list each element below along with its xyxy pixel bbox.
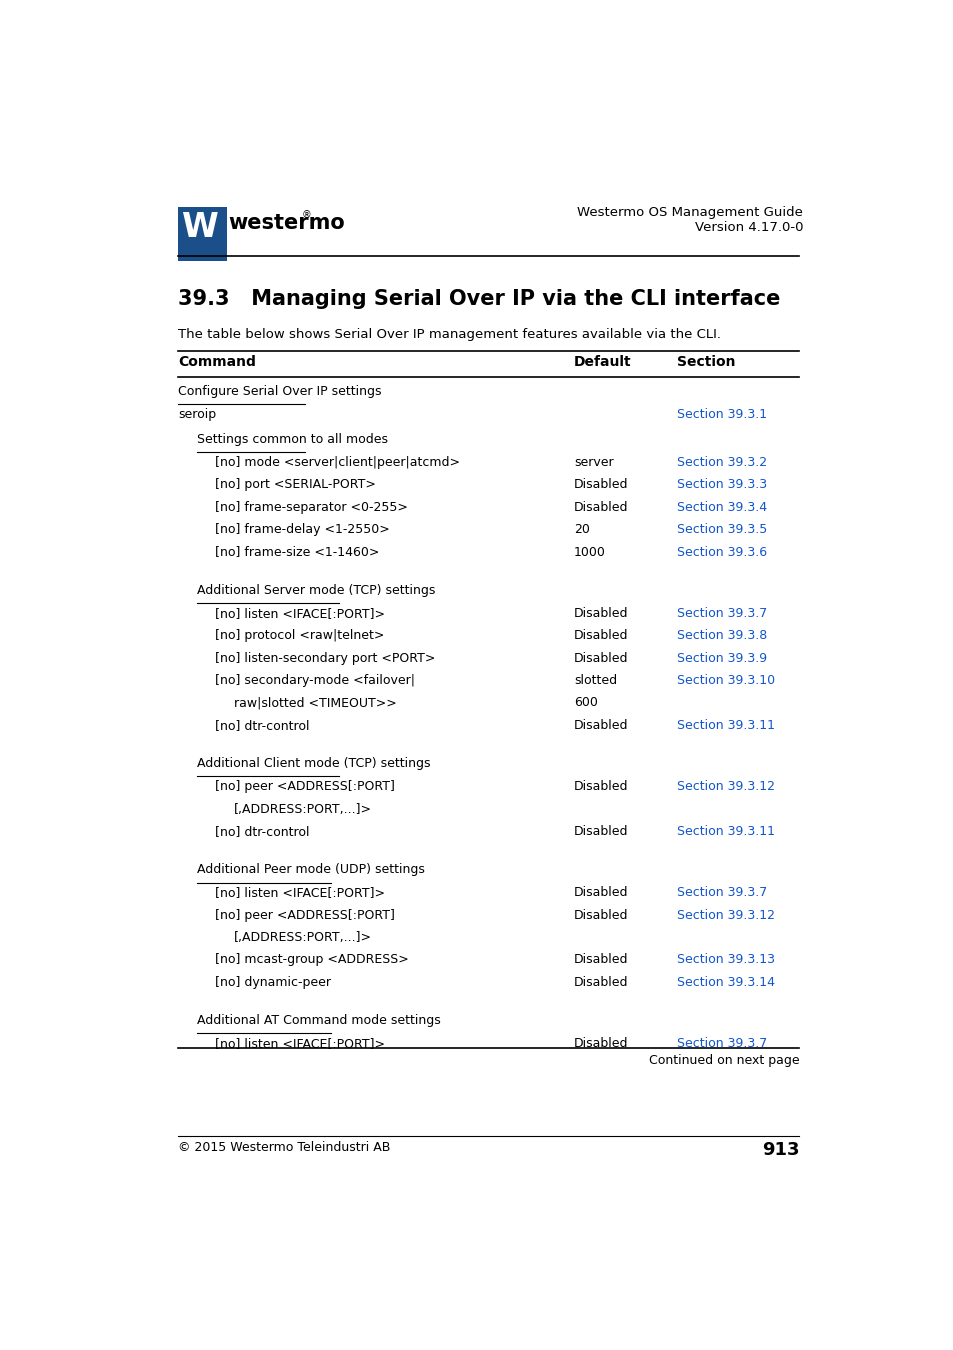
Text: Disabled: Disabled <box>574 976 628 988</box>
Text: ®: ® <box>301 209 311 220</box>
Text: [no] secondary-mode <failover|: [no] secondary-mode <failover| <box>215 674 415 687</box>
Text: [no] protocol <raw|telnet>: [no] protocol <raw|telnet> <box>215 629 384 643</box>
Text: Disabled: Disabled <box>574 909 628 922</box>
Text: [no] dynamic-peer: [no] dynamic-peer <box>215 976 331 988</box>
Text: Disabled: Disabled <box>574 825 628 838</box>
Text: server: server <box>574 456 613 470</box>
Text: Section 39.3.12: Section 39.3.12 <box>677 909 775 922</box>
Text: 20: 20 <box>574 524 589 536</box>
Text: Section 39.3.13: Section 39.3.13 <box>677 953 775 967</box>
Text: Section 39.3.7: Section 39.3.7 <box>677 1037 767 1050</box>
Text: Additional Peer mode (UDP) settings: Additional Peer mode (UDP) settings <box>196 863 424 876</box>
Text: [no] dtr-control: [no] dtr-control <box>215 718 310 732</box>
Text: [no] listen <IFACE[:PORT]>: [no] listen <IFACE[:PORT]> <box>215 608 385 620</box>
Text: Default: Default <box>574 355 631 370</box>
Text: Section 39.3.10: Section 39.3.10 <box>677 674 775 687</box>
Text: [no] listen <IFACE[:PORT]>: [no] listen <IFACE[:PORT]> <box>215 1037 385 1050</box>
Text: [no] mcast-group <ADDRESS>: [no] mcast-group <ADDRESS> <box>215 953 409 967</box>
Text: Section 39.3.2: Section 39.3.2 <box>677 456 767 470</box>
Text: [no] frame-separator <0-255>: [no] frame-separator <0-255> <box>215 501 408 514</box>
Text: [,ADDRESS:PORT,...]>: [,ADDRESS:PORT,...]> <box>233 802 372 815</box>
Text: Settings common to all modes: Settings common to all modes <box>196 432 388 446</box>
Text: Continued on next page: Continued on next page <box>648 1053 799 1066</box>
Text: Disabled: Disabled <box>574 501 628 514</box>
Text: Westermo OS Management Guide: Westermo OS Management Guide <box>577 205 802 219</box>
Text: © 2015 Westermo Teleindustri AB: © 2015 Westermo Teleindustri AB <box>178 1141 391 1154</box>
Text: 600: 600 <box>574 697 598 709</box>
Text: Additional Server mode (TCP) settings: Additional Server mode (TCP) settings <box>196 583 435 597</box>
Text: Disabled: Disabled <box>574 887 628 899</box>
Text: [no] dtr-control: [no] dtr-control <box>215 825 310 838</box>
Text: Disabled: Disabled <box>574 608 628 620</box>
Text: slotted: slotted <box>574 674 617 687</box>
Text: Section 39.3.7: Section 39.3.7 <box>677 608 767 620</box>
Text: Section 39.3.5: Section 39.3.5 <box>677 524 767 536</box>
Text: Section 39.3.11: Section 39.3.11 <box>677 718 775 732</box>
Text: [no] peer <ADDRESS[:PORT]: [no] peer <ADDRESS[:PORT] <box>215 780 395 794</box>
Text: [,ADDRESS:PORT,...]>: [,ADDRESS:PORT,...]> <box>233 931 372 944</box>
Text: Section 39.3.8: Section 39.3.8 <box>677 629 767 643</box>
Text: seroip: seroip <box>178 408 216 421</box>
Text: 913: 913 <box>761 1141 799 1160</box>
Text: 39.3   Managing Serial Over IP via the CLI interface: 39.3 Managing Serial Over IP via the CLI… <box>178 289 780 309</box>
Text: [no] port <SERIAL-PORT>: [no] port <SERIAL-PORT> <box>215 478 375 491</box>
Text: [no] peer <ADDRESS[:PORT]: [no] peer <ADDRESS[:PORT] <box>215 909 395 922</box>
Text: [no] listen-secondary port <PORT>: [no] listen-secondary port <PORT> <box>215 652 436 664</box>
Text: Section: Section <box>677 355 735 370</box>
Text: [no] frame-size <1-1460>: [no] frame-size <1-1460> <box>215 545 379 559</box>
Text: The table below shows Serial Over IP management features available via the CLI.: The table below shows Serial Over IP man… <box>178 328 720 342</box>
Text: Section 39.3.3: Section 39.3.3 <box>677 478 767 491</box>
Text: Section 39.3.12: Section 39.3.12 <box>677 780 775 794</box>
Text: Command: Command <box>178 355 256 370</box>
Text: Additional Client mode (TCP) settings: Additional Client mode (TCP) settings <box>196 757 430 769</box>
Text: [no] mode <server|client|peer|atcmd>: [no] mode <server|client|peer|atcmd> <box>215 456 460 470</box>
Text: Section 39.3.4: Section 39.3.4 <box>677 501 767 514</box>
Text: [no] listen <IFACE[:PORT]>: [no] listen <IFACE[:PORT]> <box>215 887 385 899</box>
Text: Disabled: Disabled <box>574 953 628 967</box>
FancyBboxPatch shape <box>178 207 226 261</box>
Text: Disabled: Disabled <box>574 478 628 491</box>
Text: [no] frame-delay <1-2550>: [no] frame-delay <1-2550> <box>215 524 390 536</box>
Text: Section 39.3.7: Section 39.3.7 <box>677 887 767 899</box>
Text: Section 39.3.11: Section 39.3.11 <box>677 825 775 838</box>
Text: 1000: 1000 <box>574 545 605 559</box>
Text: Additional AT Command mode settings: Additional AT Command mode settings <box>196 1014 440 1027</box>
Text: Disabled: Disabled <box>574 1037 628 1050</box>
Text: Section 39.3.9: Section 39.3.9 <box>677 652 767 664</box>
Text: westermo: westermo <box>229 213 345 234</box>
Text: Configure Serial Over IP settings: Configure Serial Over IP settings <box>178 385 381 398</box>
Text: Disabled: Disabled <box>574 629 628 643</box>
Text: Disabled: Disabled <box>574 718 628 732</box>
Text: Section 39.3.1: Section 39.3.1 <box>677 408 767 421</box>
Text: Disabled: Disabled <box>574 780 628 794</box>
Text: W: W <box>182 211 219 244</box>
Text: Version 4.17.0-0: Version 4.17.0-0 <box>694 221 802 235</box>
Text: Section 39.3.6: Section 39.3.6 <box>677 545 767 559</box>
Text: Disabled: Disabled <box>574 652 628 664</box>
Text: raw|slotted <TIMEOUT>>: raw|slotted <TIMEOUT>> <box>233 697 396 709</box>
Text: Section 39.3.14: Section 39.3.14 <box>677 976 775 988</box>
